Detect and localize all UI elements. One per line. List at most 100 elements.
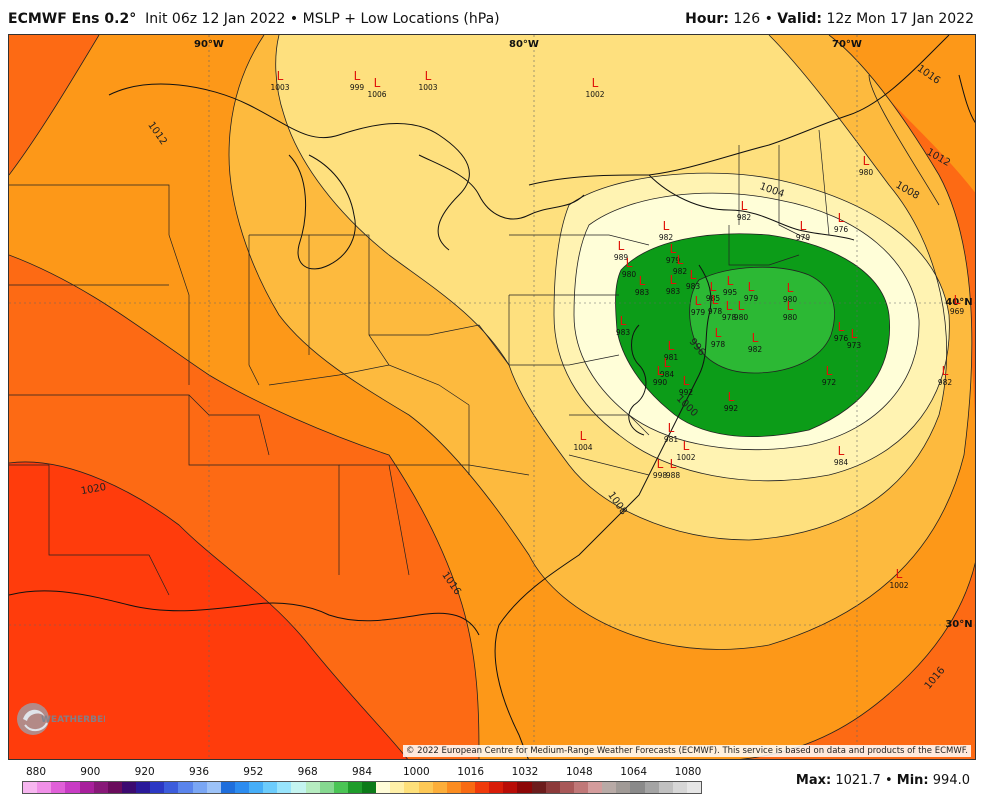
latitude-label: 30°N [945,619,972,630]
low-pressure-value: 999 [350,83,365,92]
longitude-label: 90°W [194,39,224,50]
low-pressure-value: 980 [859,168,874,177]
low-marker: L [425,69,432,83]
low-marker: L [710,280,717,294]
low-pressure-value: 978 [711,340,726,349]
header-valid-time: Hour: 126 • Valid: 12z Mon 17 Jan 2022 [685,11,974,27]
map-canvas: 90°W 80°W 70°W 40°N30°N 101210121016100810… [9,35,975,759]
legend-swatch [220,782,235,793]
legend-swatch [362,782,377,793]
svg-text:WEATHERBELL: WEATHERBELL [41,715,105,725]
legend-swatch [107,782,122,793]
legend-label: 936 [188,766,210,778]
latlon-grid [9,35,975,759]
legend-swatch [503,782,518,793]
min-label: Min: [896,773,929,788]
low-marker: L [277,69,284,83]
legend-swatch [305,782,320,793]
low-marker: L [787,299,794,313]
legend-colorbar [22,781,702,794]
low-marker: L [592,76,599,90]
low-marker: L [728,390,735,404]
low-pressure-value: 978 [722,313,737,322]
legend-label: 1032 [511,766,539,778]
state-borders [9,129,830,596]
legend-swatch [630,782,645,793]
coastlines [9,35,975,759]
run-details: Init 06z 12 Jan 2022 • MSLP + Low Locati… [145,11,500,27]
latitude-label: 40°N [945,297,972,308]
low-marker: L [663,219,670,233]
legend-label: 1016 [457,766,485,778]
pressure-legend: 880 900 920 936 952 968 984 1000 1016 1032 1048 106… [22,766,702,796]
legend-swatch [333,782,348,793]
legend-swatch [347,782,362,793]
low-marker: L [683,374,690,388]
low-pressure-value: 980 [734,313,749,322]
low-pressure-value: 981 [664,435,679,444]
low-marker: L [712,293,719,307]
low-marker: L [620,314,627,328]
legend-swatch [446,782,461,793]
legend-swatch [121,782,136,793]
low-marker: L [657,364,664,378]
legend-label: 1080 [674,766,702,778]
low-marker: L [738,299,745,313]
legend-swatch [51,782,66,793]
legend-label: 1064 [620,766,648,778]
low-marker: L [580,429,587,443]
low-marker: L [670,242,677,256]
low-marker: L [639,274,646,288]
legend-swatch [79,782,94,793]
low-pressure-value: 992 [724,404,739,413]
legend-swatch [460,782,475,793]
low-marker: L [618,239,625,253]
legend-label: 900 [80,766,101,778]
legend-swatch [249,782,264,793]
low-pressure-value: 983 [666,287,681,296]
low-marker: L [354,69,361,83]
low-pressure-value: 972 [822,378,837,387]
low-pressure-value: 981 [664,353,679,362]
low-marker: L [851,327,858,341]
legend-swatch [93,782,108,793]
low-pressure-value: 984 [834,458,849,467]
low-pressure-value: 982 [673,267,688,276]
copyright-notice: © 2022 European Centre for Medium-Range … [402,745,971,757]
low-marker: L [664,356,671,370]
legend-swatch [164,782,179,793]
low-pressure-value: 1002 [889,581,908,590]
longitude-label: 70°W [832,39,862,50]
low-pressure-value: 982 [748,345,763,354]
legend-swatch [263,782,278,793]
low-marker: L [741,199,748,213]
legend-swatch [531,782,546,793]
low-marker: L [374,76,381,90]
low-pressure-value: 979 [796,233,811,242]
legend-swatch [192,782,207,793]
legend-swatch [277,782,292,793]
legend-swatch [178,782,193,793]
legend-swatch [644,782,659,793]
valid-label: Valid: [777,11,823,27]
legend-swatch [376,782,391,793]
legend-label: 1048 [565,766,593,778]
low-marker: L [896,567,903,581]
